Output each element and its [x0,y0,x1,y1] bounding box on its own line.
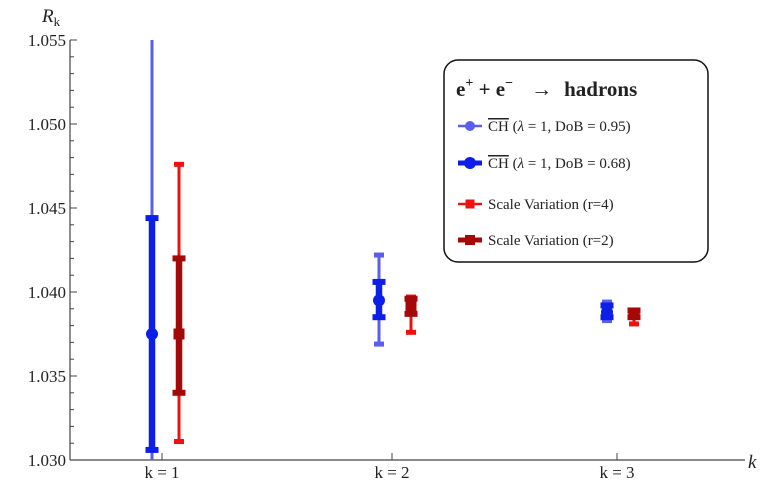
x-tick-label: k = 3 [599,463,634,481]
data-point [373,294,385,306]
x-ticks: k = 1 k = 2 k = 3 [144,453,634,481]
legend-label: Scale Variation (r=4) [488,197,614,213]
legend-swatch-marker [466,200,475,209]
y-tick-label: 1.030 [28,451,66,470]
error-cap-low [629,321,639,326]
data-point [601,306,613,318]
data-point [406,300,417,311]
error-cap-low [406,330,416,335]
y-tick-label: 1.055 [28,31,66,50]
error-cap-high [146,215,159,221]
x-axis-label: k [748,452,757,473]
x-tick-label: k = 1 [144,463,179,481]
legend-label: Scale Variation (r=2) [488,233,614,249]
y-tick-label: 1.050 [28,115,66,134]
data-point [174,329,185,340]
data-point [629,308,640,319]
error-cap-high [174,162,184,167]
error-cap-low [173,390,186,396]
error-cap-low [405,311,418,317]
y-tick-label: 1.035 [28,367,66,386]
legend-swatch-marker [464,157,476,169]
legend-swatch-marker [465,235,475,245]
legend-title: e+ + e− → hadrons [456,76,637,101]
y-tick-label: 1.045 [28,199,66,218]
legend-label: CH (λ = 1, DoB = 0.95) [488,119,631,135]
error-cap-high [374,253,384,258]
legend-swatch-marker [465,121,475,131]
y-axis-label: Rk [41,6,61,29]
data-point [146,328,158,340]
error-cap-low [146,447,159,453]
y-tick-label: 1.040 [28,283,66,302]
legend-label: CH (λ = 1, DoB = 0.68) [488,156,631,172]
error-cap-low [374,342,384,347]
error-cap-high [373,279,386,285]
series-sv_r2 [173,255,641,395]
x-tick-label: k = 2 [374,463,409,481]
legend: e+ + e− → hadrons CH (λ = 1, DoB = 0.95) CH… [444,60,708,262]
error-cap-high [173,255,186,261]
error-cap-low [373,314,386,320]
error-cap-low [174,439,184,444]
